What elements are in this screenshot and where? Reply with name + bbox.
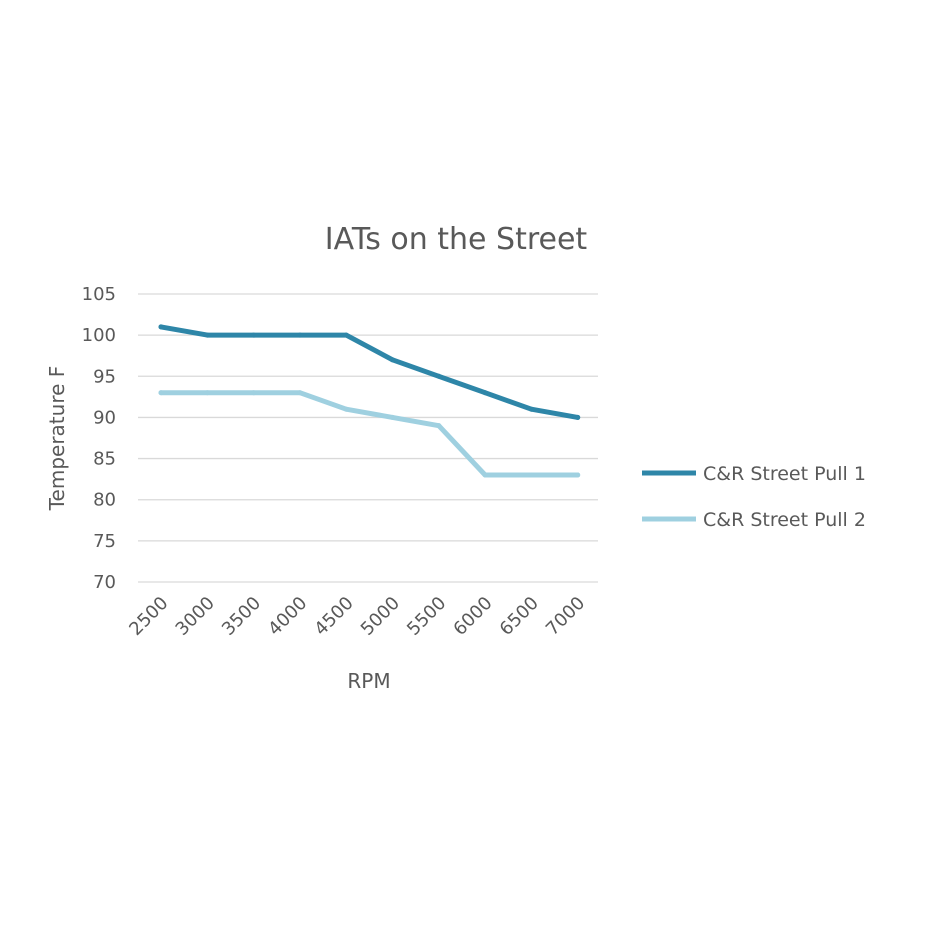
y-tick-label: 105: [82, 284, 116, 305]
data-point: [482, 472, 488, 478]
x-tick-label: 3500: [218, 593, 265, 640]
chart-title: IATs on the Street: [325, 222, 588, 257]
x-tick-label: 6500: [496, 593, 543, 640]
data-point: [390, 357, 395, 363]
data-point: [343, 332, 349, 338]
series-line-2: [158, 390, 581, 478]
data-point: [436, 373, 442, 379]
series-lines: [158, 324, 581, 478]
x-tick-label: 4000: [264, 593, 311, 640]
data-point: [343, 406, 349, 412]
series-line-1: [158, 324, 581, 420]
x-tick-label: 5000: [357, 593, 404, 640]
data-point: [575, 414, 581, 420]
x-tick-label: 5500: [403, 593, 450, 640]
data-point: [390, 414, 395, 420]
y-axis-label: Temperature F: [45, 366, 69, 512]
data-point: [436, 423, 442, 429]
data-point: [482, 390, 488, 396]
data-point: [297, 390, 303, 396]
x-tick-label: 2500: [125, 593, 172, 640]
x-tick-label: 6000: [449, 593, 496, 640]
data-point: [297, 332, 303, 338]
x-axis-label: RPM: [347, 669, 390, 693]
data-point: [528, 406, 534, 412]
data-point: [158, 390, 164, 396]
data-point: [251, 332, 257, 338]
legend-label: C&R Street Pull 2: [703, 509, 866, 531]
data-point: [158, 324, 164, 330]
y-axis-ticks: 70 75 80 85 90 95 100 105: [82, 284, 116, 593]
x-tick-label: 4500: [310, 593, 357, 640]
data-point: [204, 390, 210, 396]
legend-label: C&R Street Pull 1: [703, 463, 866, 485]
data-point: [251, 390, 257, 396]
y-tick-label: 70: [93, 572, 116, 593]
data-point: [528, 472, 534, 478]
y-tick-label: 85: [93, 449, 116, 470]
y-tick-label: 80: [93, 490, 116, 511]
y-tick-label: 95: [93, 366, 116, 387]
data-point: [575, 472, 581, 478]
x-tick-label: 7000: [542, 593, 589, 640]
legend: C&R Street Pull 1 C&R Street Pull 2: [642, 463, 866, 531]
y-tick-label: 100: [82, 325, 116, 346]
y-tick-label: 75: [93, 531, 116, 552]
data-point: [204, 332, 210, 338]
x-axis-ticks: 2500 3000 3500 4000 4500 5000 5500 6000 6500 7000: [125, 593, 589, 640]
y-tick-label: 90: [93, 407, 116, 428]
x-tick-label: 3000: [172, 593, 219, 640]
